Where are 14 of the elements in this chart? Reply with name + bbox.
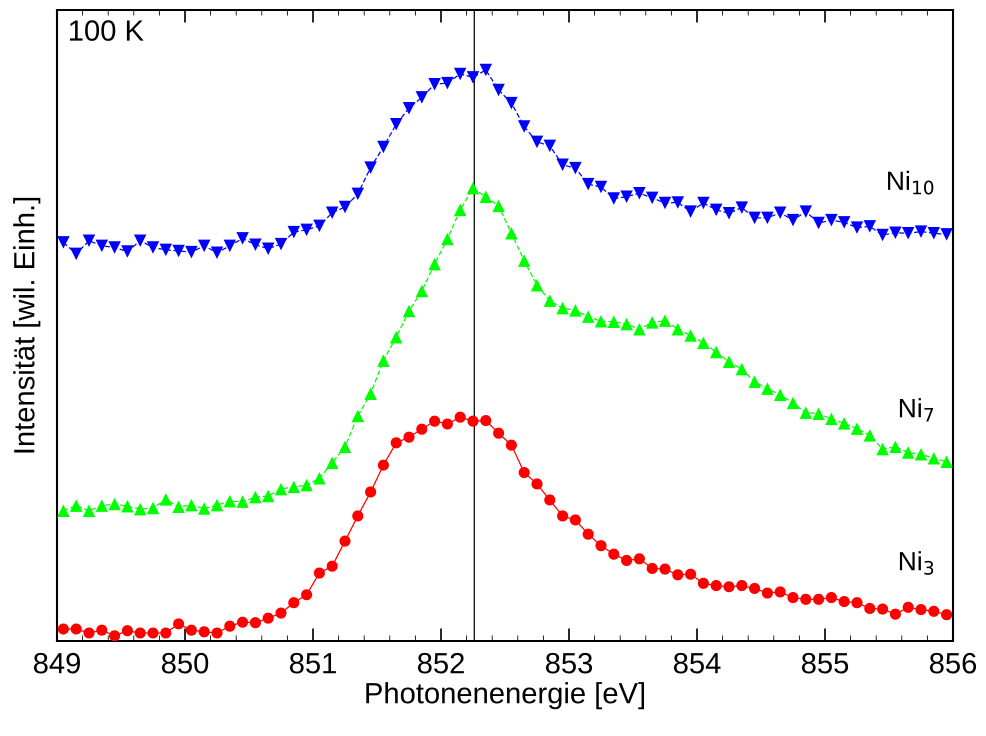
- x-tick-label: 849: [34, 652, 80, 674]
- series-label: Ni$_{7}$: [900, 398, 934, 422]
- text: 100 K: [70, 20, 144, 41]
- series-label: Ni$_{10}$: [888, 170, 934, 195]
- x-tick-label: 856: [930, 652, 976, 674]
- series-label: Ni$_{3}$: [900, 551, 934, 575]
- x-tick-label: 852: [418, 652, 464, 674]
- x-tick-label: 854: [674, 652, 720, 674]
- x-tick-label: 853: [546, 652, 592, 674]
- y-axis-title: Intensität [wil. Einh.]: [13, 198, 40, 452]
- x-tick-label: 851: [290, 652, 336, 674]
- x-axis-title: Photonenenergie [eV]: [366, 682, 644, 710]
- x-tick-label: 850: [162, 652, 208, 674]
- x-tick-label: 855: [802, 652, 848, 674]
